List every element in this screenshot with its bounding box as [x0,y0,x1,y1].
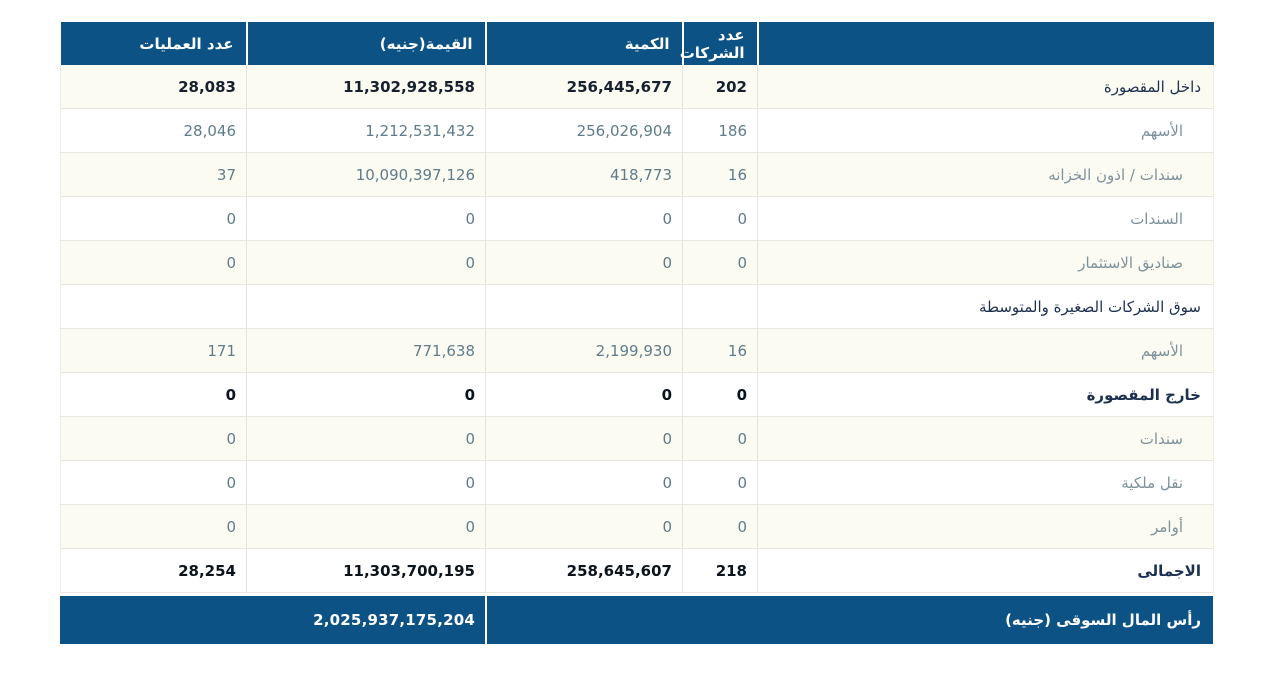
row-label-cell: الاجمالى [757,548,1214,593]
operations-cell: 171 [60,328,247,373]
market-cap-value: 2,025,937,175,204 [313,611,475,629]
operations-cell: 0 [60,504,247,549]
table-row: السندات 0 0 0 0 [60,196,1214,241]
quantity-cell: 0 [485,460,683,505]
value-cell: 0 [246,416,486,461]
quantity-cell: 0 [485,372,683,417]
header-value: القيمة(جنيه) [245,22,486,65]
table-row: سوق الشركات الصغيرة والمتوسطة [60,284,1214,329]
summary-table: عدد الشركات الكمية القيمة(جنيه) عدد العم… [60,22,1214,593]
quantity-cell: 2,199,930 [485,328,683,373]
value-cell: 0 [246,196,486,241]
row-label-cell: سوق الشركات الصغيرة والمتوسطة [757,284,1214,329]
operations-cell: 28,046 [60,108,247,153]
table-row: سندات / اذون الخزانه 16 418,773 10,090,3… [60,152,1214,197]
operations-cell: 37 [60,152,247,197]
companies-cell: 0 [682,460,758,505]
trading-summary-table: عدد الشركات الكمية القيمة(جنيه) عدد العم… [60,22,1214,644]
value-cell: 1,212,531,432 [246,108,486,153]
row-label-cell: الأسهم [757,328,1214,373]
row-label-cell: سندات [757,416,1214,461]
header-companies: عدد الشركات [680,22,758,65]
value-cell: 0 [246,460,486,505]
row-label-cell: داخل المقصورة [757,65,1214,109]
table-row: الأسهم 16 2,199,930 771,638 171 [60,328,1214,373]
row-label-cell: السندات [757,196,1214,241]
operations-cell: 0 [60,416,247,461]
header-row: عدد الشركات الكمية القيمة(جنيه) عدد العم… [60,22,1214,65]
operations-cell: 0 [60,460,247,505]
row-label-cell: نقل ملكية [757,460,1214,505]
companies-cell: 0 [682,416,758,461]
header-row-label [756,22,1214,65]
operations-cell: 28,083 [60,65,247,109]
market-cap-row: رأس المال السوقى (جنيه) 2,025,937,175,20… [60,596,1213,644]
operations-cell: 0 [60,372,247,417]
value-cell [246,284,486,329]
companies-cell: 218 [682,548,758,593]
value-cell: 11,303,700,195 [246,548,486,593]
companies-cell [682,284,758,329]
companies-cell: 0 [682,504,758,549]
row-label-cell: صناديق الاستثمار [757,240,1214,285]
companies-cell: 0 [682,240,758,285]
market-cap-label: رأس المال السوقى (جنيه) [485,596,1213,644]
value-cell: 0 [246,372,486,417]
value-cell: 0 [246,240,486,285]
operations-cell: 0 [60,196,247,241]
companies-cell: 186 [682,108,758,153]
row-label-cell: سندات / اذون الخزانه [757,152,1214,197]
row-label-cell: الأسهم [757,108,1214,153]
operations-cell: 0 [60,240,247,285]
quantity-cell: 418,773 [485,152,683,197]
operations-cell: 28,254 [60,548,247,593]
quantity-cell: 258,645,607 [485,548,683,593]
header-quantity: الكمية [484,22,683,65]
companies-cell: 0 [682,196,758,241]
quantity-cell: 256,445,677 [485,65,683,109]
value-cell: 11,302,928,558 [246,65,486,109]
quantity-cell: 0 [485,504,683,549]
table-row: سندات 0 0 0 0 [60,416,1214,461]
table-row: داخل المقصورة 202 256,445,677 11,302,928… [60,65,1214,109]
quantity-cell: 256,026,904 [485,108,683,153]
quantity-cell: 0 [485,240,683,285]
companies-cell: 0 [682,372,758,417]
table-row: أوامر 0 0 0 0 [60,504,1214,549]
page: عدد الشركات الكمية القيمة(جنيه) عدد العم… [60,22,1214,644]
operations-cell [60,284,247,329]
companies-cell: 16 [682,328,758,373]
companies-cell: 16 [682,152,758,197]
value-cell: 0 [246,504,486,549]
quantity-cell: 0 [485,416,683,461]
table-row: صناديق الاستثمار 0 0 0 0 [60,240,1214,285]
row-label-cell: خارج المقصورة [757,372,1214,417]
table-row-total: الاجمالى 218 258,645,607 11,303,700,195 … [60,548,1214,593]
quantity-cell [485,284,683,329]
companies-cell: 202 [682,65,758,109]
value-cell: 771,638 [246,328,486,373]
table-row: نقل ملكية 0 0 0 0 [60,460,1214,505]
row-label-cell: أوامر [757,504,1214,549]
quantity-cell: 0 [485,196,683,241]
header-operations: عدد العمليات [60,22,247,65]
table-row: الأسهم 186 256,026,904 1,212,531,432 28,… [60,108,1214,153]
value-cell: 10,090,397,126 [246,152,486,197]
table-row: خارج المقصورة 0 0 0 0 [60,372,1214,417]
